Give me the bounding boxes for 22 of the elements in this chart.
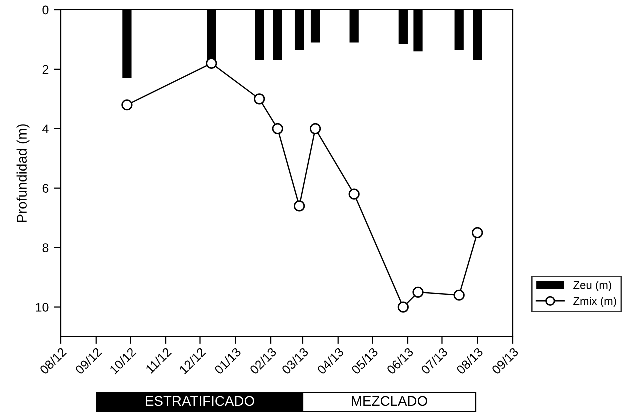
point xyxy=(206,58,218,70)
legend-label: Zmix (m) xyxy=(574,297,616,308)
point xyxy=(272,123,284,134)
point xyxy=(398,302,409,313)
point xyxy=(348,188,360,200)
point xyxy=(412,286,424,298)
y-tick-label: 0 xyxy=(42,6,49,15)
text: ESTRATIFICADO xyxy=(146,396,254,406)
y-tick-label: 8 xyxy=(42,244,49,252)
y-tick-label: 2 xyxy=(42,65,49,74)
point xyxy=(122,100,133,111)
point xyxy=(454,290,465,301)
y-tick-label: 6 xyxy=(42,184,49,194)
point xyxy=(310,123,322,134)
point xyxy=(254,94,266,105)
text: MEZCLADO xyxy=(352,396,428,406)
y-tick-label: 10 xyxy=(36,303,49,312)
y-tick-label: 4 xyxy=(42,124,49,134)
legend-label: Zeu (m) xyxy=(574,281,612,292)
y-axis-title: Profundidad (m) xyxy=(16,124,30,222)
point xyxy=(294,200,306,212)
point xyxy=(472,227,484,239)
